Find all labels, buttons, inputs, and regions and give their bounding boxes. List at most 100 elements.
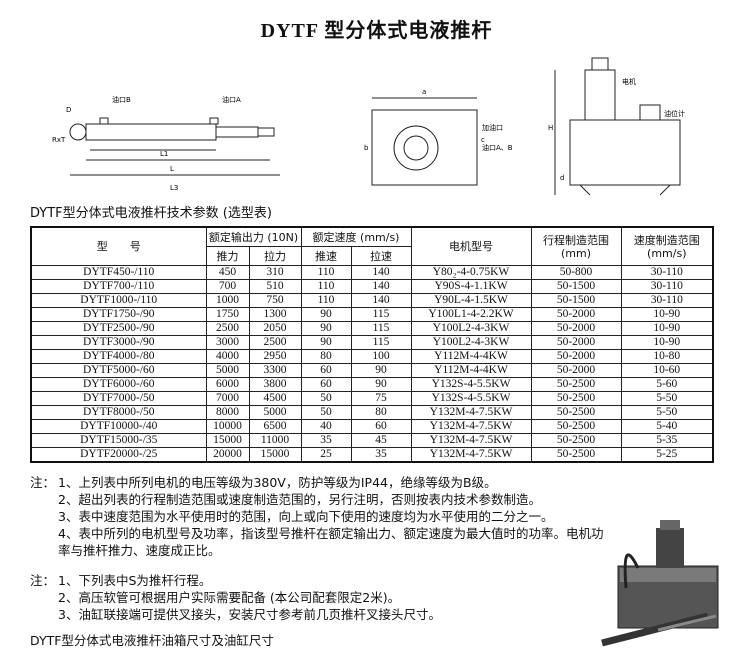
table-cell: 1000 bbox=[205, 293, 250, 308]
table-cell: Y90S-4-1.1KW bbox=[410, 279, 532, 294]
table-cell: 90 bbox=[350, 363, 412, 378]
table-cell: 50-2500 bbox=[530, 447, 622, 463]
note-label: 注： bbox=[30, 475, 56, 490]
table-cell: 5-50 bbox=[620, 405, 714, 420]
drawing-label: L bbox=[170, 165, 174, 173]
table-cell: 50 bbox=[300, 391, 352, 406]
table-cell: 80 bbox=[350, 405, 412, 420]
table-cell: DYTF15000-/35 bbox=[30, 433, 207, 448]
table-cell: DYTF3000-/90 bbox=[30, 335, 207, 350]
table-cell: DYTF7000-/50 bbox=[30, 391, 207, 406]
table-cell: 10-60 bbox=[620, 363, 714, 378]
table-cell: 750 bbox=[248, 293, 302, 308]
table-cell: 2950 bbox=[248, 349, 302, 364]
table-row: DYTF700-/110 700 510 110 140 Y90S-4-1.1KW 50-1… bbox=[30, 279, 714, 294]
table-cell: 450 bbox=[205, 265, 250, 280]
drawing-label: RxT bbox=[52, 136, 66, 144]
table-cell: 1300 bbox=[248, 307, 302, 322]
table-cell: 110 bbox=[300, 265, 352, 280]
table-row: DYTF5000-/60 5000 3300 60 90 Y112M-4-4KW 50-20… bbox=[30, 363, 714, 378]
table-cell: 100 bbox=[350, 349, 412, 364]
spec-table: 型 号额定输出力 (10N) 额定速度 (mm/s) 电机型号 行程制造范围 (mm)… bbox=[30, 226, 715, 463]
table-cell: 50-1500 bbox=[530, 293, 622, 308]
header-cell: 推力 bbox=[205, 246, 250, 266]
header-cell: 额定速度 (mm/s) bbox=[300, 226, 412, 247]
table-row: DYTF3000-/90 3000 2500 90 115 Y100L2-4-3KW 50-… bbox=[30, 335, 714, 350]
table-cell: 10-90 bbox=[620, 307, 714, 322]
table-row: DYTF4000-/80 4000 2950 80 100 Y112M-4-4KW 50-2… bbox=[30, 349, 714, 364]
table-cell: Y132S-4-5.5KW bbox=[410, 391, 532, 406]
table-cell: 35 bbox=[350, 447, 412, 463]
drawing-label: 油口A bbox=[222, 95, 241, 104]
table-cell: 50-2000 bbox=[530, 321, 622, 336]
table-cell: 3300 bbox=[248, 363, 302, 378]
table-cell: 50-2000 bbox=[530, 363, 622, 378]
header-cell: 电机型号 bbox=[410, 226, 532, 266]
header-cell: 行程制造范围 (mm) bbox=[530, 226, 622, 266]
table-cell: DYTF700-/110 bbox=[30, 279, 207, 294]
table-cell: 50-2500 bbox=[530, 377, 622, 392]
table-cell: DYTF4000-/80 bbox=[30, 349, 207, 364]
table-cell: 50-2500 bbox=[530, 419, 622, 434]
header-row: 推力 拉力 推速 拉速 bbox=[31, 246, 713, 266]
table-cell: 30-110 bbox=[620, 265, 714, 280]
drawing-label: H bbox=[548, 124, 553, 132]
table-cell: Y80₂-4-0.75KW bbox=[410, 265, 532, 280]
header-cell: 拉力 bbox=[248, 246, 302, 266]
product-photo bbox=[601, 520, 719, 647]
table-cell: 45 bbox=[350, 433, 412, 448]
drawing-label: a bbox=[422, 88, 426, 96]
table-cell: 110 bbox=[300, 293, 352, 308]
table-cell: 115 bbox=[350, 321, 412, 336]
table-cell: Y112M-4-4KW bbox=[410, 363, 532, 378]
note-item: 4、表中所列的电机型号及功率，指该型号推杆在额定输出力、额定速度为最大值时的功率… bbox=[58, 526, 604, 558]
table-cell: 10-90 bbox=[620, 321, 714, 336]
drawing-label: L3 bbox=[170, 184, 178, 192]
table-cell: 2050 bbox=[248, 321, 302, 336]
table-cell: 5-50 bbox=[620, 391, 714, 406]
table-cell: 510 bbox=[248, 279, 302, 294]
table-cell: 140 bbox=[350, 279, 412, 294]
table-cell: 50-800 bbox=[530, 265, 622, 280]
table-cell: Y90L-4-1.5KW bbox=[410, 293, 532, 308]
header-cell: 推速 bbox=[300, 246, 352, 266]
table-cell: 5000 bbox=[248, 405, 302, 420]
table-cell: Y132M-4-7.5KW bbox=[410, 405, 532, 420]
table-cell: DYTF5000-/60 bbox=[30, 363, 207, 378]
header-cell: 速度制造范围 (mm/s) bbox=[620, 226, 714, 266]
table-cell: 30-110 bbox=[620, 293, 714, 308]
table-cell: DYTF1000-/110 bbox=[30, 293, 207, 308]
table-cell: 50-2500 bbox=[530, 391, 622, 406]
note-item: 1、下列表中S为推杆行程。 bbox=[58, 573, 212, 588]
table-cell: 1750 bbox=[205, 307, 250, 322]
table-cell: Y100L2-4-3KW bbox=[410, 321, 532, 336]
table-cell: 700 bbox=[205, 279, 250, 294]
table-row: DYTF15000-/35 15000 11000 35 45 Y132M-4-7.5KW… bbox=[30, 433, 714, 448]
table-cell: 10-80 bbox=[620, 349, 714, 364]
header-cell: 型 号 bbox=[30, 226, 207, 266]
drawing-label: d bbox=[560, 174, 564, 182]
table-row: DYTF7000-/50 7000 4500 50 75 Y132S-4-5.5KW 50-… bbox=[30, 391, 714, 406]
table-cell: 10-90 bbox=[620, 335, 714, 350]
table-cell: 4000 bbox=[205, 349, 250, 364]
table-cell: Y132M-4-7.5KW bbox=[410, 447, 532, 463]
drawing-label: D bbox=[66, 106, 71, 114]
drawing-label: 加油口 bbox=[482, 123, 503, 132]
table-cell: 50-1500 bbox=[530, 279, 622, 294]
table-cell: 50-2500 bbox=[530, 433, 622, 448]
table-row: DYTF8000-/50 8000 5000 50 80 Y132M-4-7.5KW 50-… bbox=[30, 405, 714, 420]
table-cell: 6000 bbox=[205, 377, 250, 392]
table-row: DYTF20000-/25 20000 15000 25 35 Y132M-4-7.5KW… bbox=[30, 447, 714, 463]
table-cell: Y100L1-4-2.2KW bbox=[410, 307, 532, 322]
table-cell: 3800 bbox=[248, 377, 302, 392]
table-cell: 140 bbox=[350, 293, 412, 308]
table-row: DYTF10000-/40 10000 6500 40 60 Y132M-4-7.5KW 5… bbox=[30, 419, 714, 434]
note-item: 2、高压软管可根据用户实际需要配备 (本公司配套限定2米)。 bbox=[58, 590, 401, 605]
note-item: 3、表中速度范围为水平使用时的范围，向上或向下使用的速度均为水平使用的二分之一。 bbox=[58, 509, 554, 524]
table-cell: 35 bbox=[300, 433, 352, 448]
table-cell: 50-2500 bbox=[530, 405, 622, 420]
table-cell: DYTF20000-/25 bbox=[30, 447, 207, 463]
table-cell: 25 bbox=[300, 447, 352, 463]
table-cell: 110 bbox=[300, 279, 352, 294]
header-row: 型 号额定输出力 (10N) 额定速度 (mm/s) 电机型号 行程制造范围 (mm)… bbox=[30, 226, 714, 266]
